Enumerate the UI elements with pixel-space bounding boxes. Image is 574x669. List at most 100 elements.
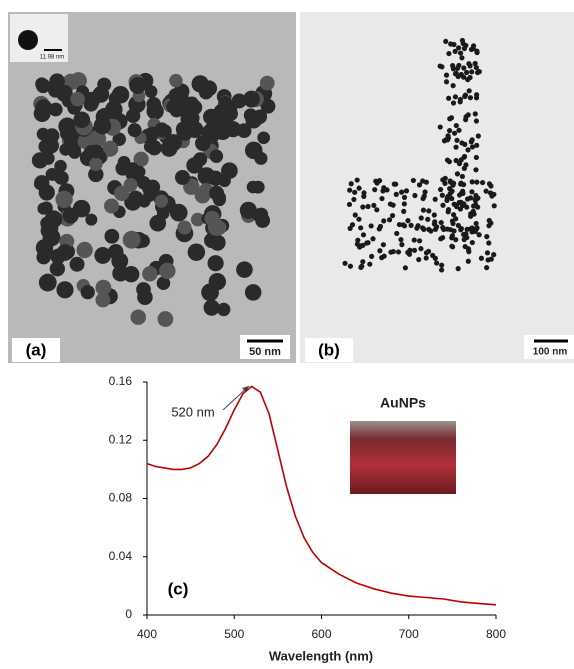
particle — [449, 196, 454, 201]
particle — [402, 201, 407, 206]
particle — [426, 208, 431, 213]
particle — [465, 196, 470, 201]
particle — [57, 244, 74, 261]
particle — [175, 170, 190, 185]
particle — [463, 244, 468, 249]
particle — [456, 128, 461, 133]
particle — [445, 226, 450, 231]
x-tick-label: 400 — [137, 627, 157, 641]
x-axis-title: Wavelength (nm) — [269, 648, 373, 663]
particle — [461, 65, 466, 70]
particle — [142, 266, 157, 281]
particle — [382, 254, 387, 259]
particle — [457, 192, 462, 197]
particle — [94, 117, 111, 134]
particle — [89, 157, 103, 171]
particle — [449, 244, 454, 249]
particle — [129, 77, 146, 94]
particle — [360, 204, 365, 209]
particle — [488, 220, 493, 225]
particle — [109, 92, 123, 106]
particle — [70, 257, 85, 272]
particle — [359, 264, 364, 269]
particle — [45, 210, 63, 228]
particle — [247, 181, 260, 194]
particle — [364, 240, 369, 245]
particle — [255, 213, 270, 228]
particle — [450, 221, 455, 226]
particle — [37, 128, 50, 141]
particle — [356, 217, 361, 222]
particle — [81, 285, 95, 299]
particle — [360, 259, 365, 264]
particle — [473, 198, 478, 203]
particle — [416, 257, 421, 262]
particle — [479, 256, 484, 261]
particle — [451, 83, 456, 88]
particle — [342, 261, 347, 266]
particle — [77, 242, 93, 258]
particle — [488, 190, 493, 195]
particle — [474, 65, 479, 70]
particle — [244, 108, 258, 122]
particle — [453, 71, 458, 76]
particle — [361, 194, 366, 199]
particle — [405, 218, 410, 223]
particle — [485, 250, 490, 255]
particle — [484, 234, 489, 239]
particle — [123, 231, 141, 249]
particle — [439, 220, 444, 225]
particle — [439, 64, 444, 69]
particle — [412, 193, 417, 198]
particle — [394, 231, 399, 236]
particle — [221, 162, 238, 179]
particle — [391, 203, 396, 208]
particle — [394, 192, 399, 197]
particle — [126, 109, 140, 123]
particle — [402, 195, 407, 200]
particle — [473, 167, 478, 172]
particle — [453, 49, 458, 54]
particle — [379, 196, 384, 201]
particle — [361, 232, 366, 237]
particle — [358, 225, 363, 230]
particle — [438, 187, 443, 192]
particle — [85, 214, 97, 226]
particle — [440, 193, 445, 198]
x-tick-label: 700 — [399, 627, 419, 641]
particle — [468, 95, 473, 100]
particle — [474, 95, 479, 100]
tem-image-a: 11.98 nm — [8, 12, 296, 363]
particle — [351, 197, 356, 202]
particle — [421, 208, 426, 213]
figure: 11.98 nm (a) 50 nm (b) 100 nm 520 nm AuN… — [0, 0, 574, 664]
x-tick-label: 800 — [486, 627, 506, 641]
particle — [476, 133, 481, 138]
particle — [444, 79, 449, 84]
particle — [434, 224, 439, 229]
particle — [469, 139, 474, 144]
particle — [467, 63, 472, 68]
particle — [130, 309, 145, 324]
particle — [208, 171, 223, 186]
particle — [34, 175, 49, 190]
particle — [424, 250, 429, 255]
particle — [108, 244, 123, 259]
particle — [425, 217, 430, 222]
particle — [390, 213, 395, 218]
particle — [473, 193, 478, 198]
panel-label: (b) — [318, 340, 340, 359]
particle — [457, 161, 462, 166]
particle — [208, 255, 224, 271]
y-tick-label: 0.08 — [109, 491, 133, 505]
particle — [469, 69, 474, 74]
peak-annotation: 520 nm — [171, 404, 214, 419]
y-tick-label: 0 — [125, 607, 132, 621]
particle — [456, 266, 461, 271]
particle — [484, 265, 489, 270]
particle — [432, 212, 437, 217]
particle — [350, 222, 355, 227]
particle — [381, 218, 386, 223]
particle — [347, 202, 352, 207]
particle — [169, 74, 182, 87]
